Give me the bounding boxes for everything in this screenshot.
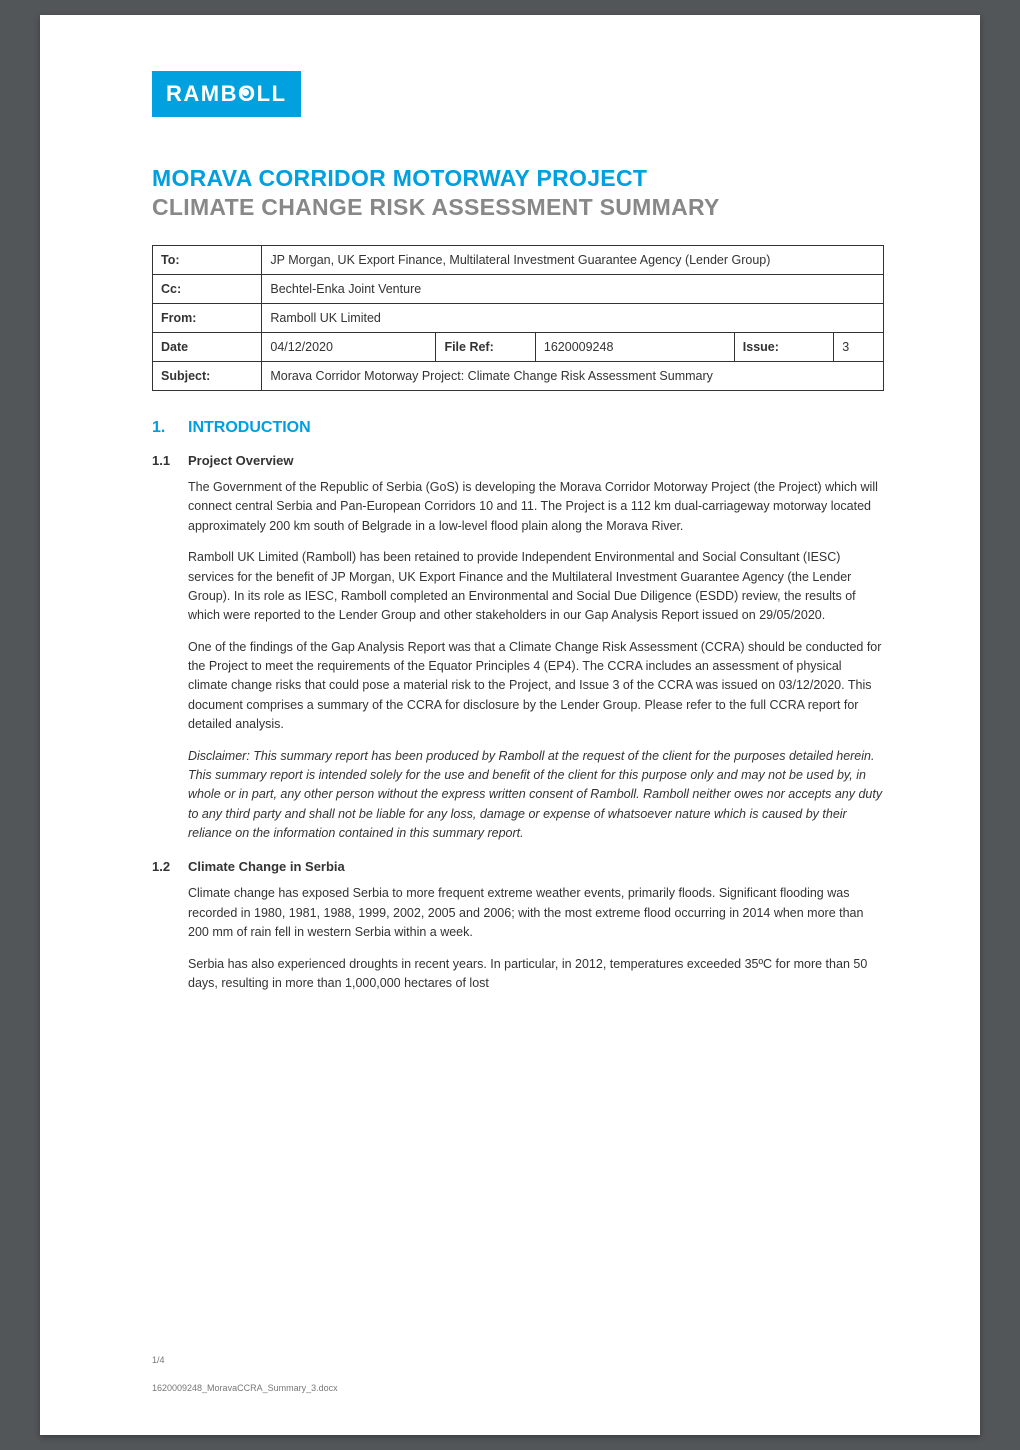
footer-filename: 1620009248_MoravaCCRA_Summary_3.docx bbox=[152, 1383, 884, 1393]
table-row: Subject: Morava Corridor Motorway Projec… bbox=[153, 362, 884, 391]
table-row: Date 04/12/2020 File Ref: 1620009248 Iss… bbox=[153, 333, 884, 362]
from-value: Ramboll UK Limited bbox=[262, 304, 884, 333]
subject-label: Subject: bbox=[153, 362, 262, 391]
fileref-label: File Ref: bbox=[436, 333, 535, 362]
cc-value: Bechtel-Enka Joint Venture bbox=[262, 275, 884, 304]
subject-value: Morava Corridor Motorway Project: Climat… bbox=[262, 362, 884, 391]
paragraph: Ramboll UK Limited (Ramboll) has been re… bbox=[188, 548, 884, 626]
company-logo: RAMBOLL bbox=[152, 71, 301, 117]
subsection-number: 1.2 bbox=[152, 859, 188, 874]
section-title: INTRODUCTION bbox=[188, 419, 311, 436]
from-label: From: bbox=[153, 304, 262, 333]
document-title: MORAVA CORRIDOR MOTORWAY PROJECT bbox=[152, 165, 884, 192]
cc-label: Cc: bbox=[153, 275, 262, 304]
page-number: 1/4 bbox=[152, 1355, 884, 1365]
logo-text: RAMBOLL bbox=[166, 81, 287, 106]
paragraph: Serbia has also experienced droughts in … bbox=[188, 955, 884, 994]
section-number: 1. bbox=[152, 419, 188, 437]
table-row: From: Ramboll UK Limited bbox=[153, 304, 884, 333]
table-row: Cc: Bechtel-Enka Joint Venture bbox=[153, 275, 884, 304]
issue-value: 3 bbox=[834, 333, 884, 362]
document-page: RAMBOLL MORAVA CORRIDOR MOTORWAY PROJECT… bbox=[40, 15, 980, 1435]
subsection-number: 1.1 bbox=[152, 453, 188, 468]
document-subtitle: CLIMATE CHANGE RISK ASSESSMENT SUMMARY bbox=[152, 194, 884, 221]
paragraph: One of the findings of the Gap Analysis … bbox=[188, 638, 884, 735]
paragraph: The Government of the Republic of Serbia… bbox=[188, 478, 884, 536]
to-label: To: bbox=[153, 246, 262, 275]
date-value: 04/12/2020 bbox=[262, 333, 436, 362]
issue-label: Issue: bbox=[734, 333, 833, 362]
to-value: JP Morgan, UK Export Finance, Multilater… bbox=[262, 246, 884, 275]
subsection-title: Climate Change in Serbia bbox=[188, 859, 345, 874]
metadata-table: To: JP Morgan, UK Export Finance, Multil… bbox=[152, 245, 884, 391]
section-heading-1: 1.INTRODUCTION bbox=[152, 419, 884, 437]
table-row: To: JP Morgan, UK Export Finance, Multil… bbox=[153, 246, 884, 275]
disclaimer-paragraph: Disclaimer: This summary report has been… bbox=[188, 747, 884, 844]
page-footer: 1/4 1620009248_MoravaCCRA_Summary_3.docx bbox=[152, 1355, 884, 1393]
subsection-heading-1-2: 1.2Climate Change in Serbia bbox=[152, 859, 884, 874]
pdf-viewer: RAMBOLL MORAVA CORRIDOR MOTORWAY PROJECT… bbox=[0, 0, 1020, 1450]
fileref-value: 1620009248 bbox=[535, 333, 734, 362]
subsection-title: Project Overview bbox=[188, 453, 294, 468]
date-label: Date bbox=[153, 333, 262, 362]
paragraph: Climate change has exposed Serbia to mor… bbox=[188, 884, 884, 942]
subsection-heading-1-1: 1.1Project Overview bbox=[152, 453, 884, 468]
